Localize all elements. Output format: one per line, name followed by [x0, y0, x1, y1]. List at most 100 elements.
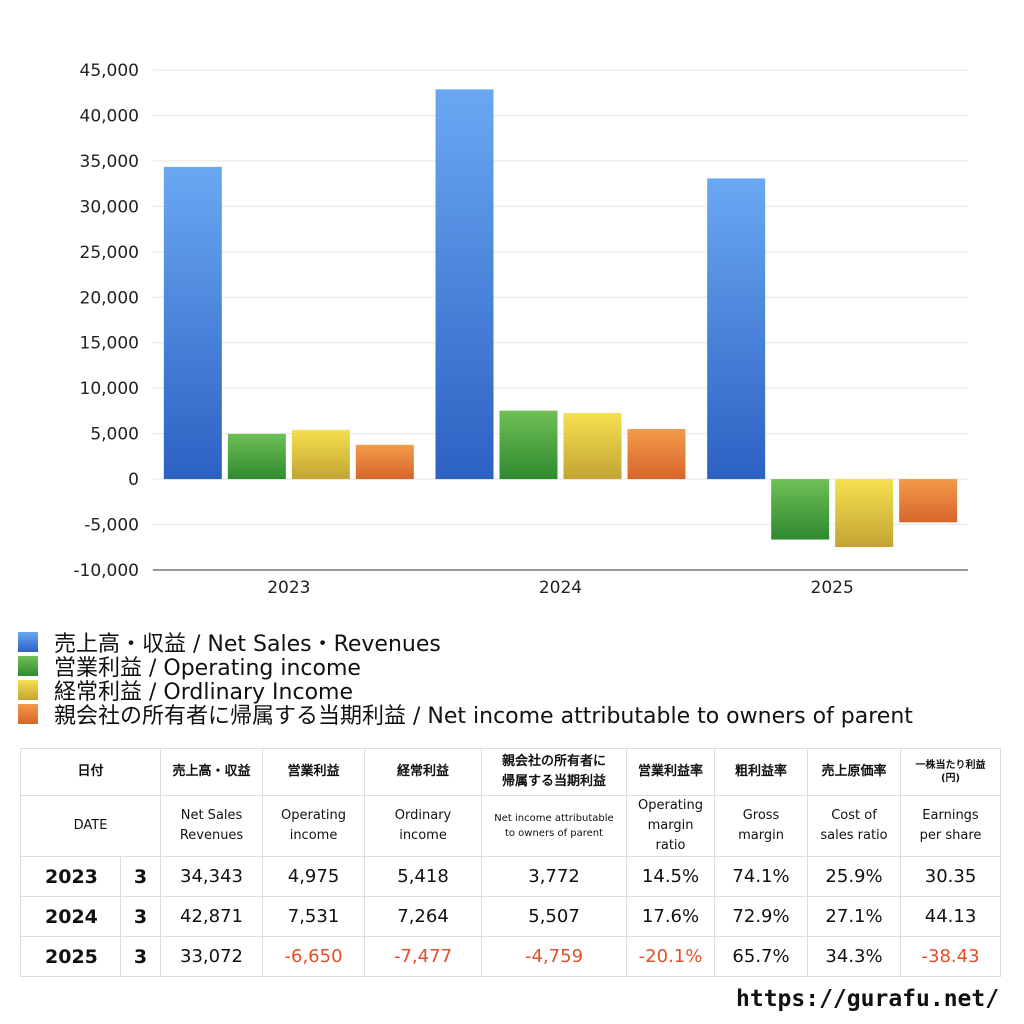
cell-cost-ratio: 34.3% — [808, 937, 901, 977]
header-eps-jp: 一株当たり利益 (円) — [901, 749, 1001, 796]
header-net-income-jp-line2: 帰属する当期利益 — [482, 772, 626, 792]
header-operating-margin-en: Operating margin ratio — [627, 796, 715, 857]
cell-month: 3 — [121, 857, 161, 897]
header-gross-margin-en-line1: Gross — [715, 806, 807, 826]
bars — [164, 89, 957, 547]
y-tick-label: 10,000 — [80, 379, 139, 399]
y-tick-label: -10,000 — [73, 561, 139, 581]
y-tick-label: 15,000 — [80, 334, 139, 354]
bar-2024-series-0 — [436, 89, 494, 479]
cell-net-sales: 34,343 — [161, 857, 263, 897]
financial-table: 日付 売上高・収益 営業利益 経常利益 親会社の所有者に 帰属する当期利益 営業… — [20, 748, 1001, 977]
header-gross-margin-en: Gross margin — [715, 796, 808, 857]
y-tick-label: 5,000 — [90, 425, 139, 445]
bar-2023-series-1 — [228, 434, 286, 479]
header-cost-ratio-en-line2: sales ratio — [808, 826, 900, 846]
cell-net-sales: 33,072 — [161, 937, 263, 977]
cell-gross-margin: 74.1% — [715, 857, 808, 897]
header-cost-ratio-en-line1: Cost of — [808, 806, 900, 826]
cell-cost-ratio: 27.1% — [808, 897, 901, 937]
legend-label-net-income: 親会社の所有者に帰属する当期利益 / Net income attributab… — [54, 698, 913, 730]
y-tick-label: 0 — [128, 470, 139, 490]
cell-month: 3 — [121, 937, 161, 977]
cell-ordinary-income: 5,418 — [365, 857, 482, 897]
cell-gross-margin: 72.9% — [715, 897, 808, 937]
header-cost-ratio-jp: 売上原価率 — [808, 749, 901, 796]
bar-2024-series-3 — [628, 429, 686, 479]
cell-year: 2024 — [21, 897, 121, 937]
header-net-sales-en-line2: Revenues — [161, 826, 262, 846]
legend-item-net-income: 親会社の所有者に帰属する当期利益 / Net income attributab… — [18, 702, 1018, 726]
header-ordinary-income-jp: 経常利益 — [365, 749, 482, 796]
cell-eps: 44.13 — [901, 897, 1001, 937]
bar-2025-series-3 — [899, 479, 957, 522]
cell-operating-margin: -20.1% — [627, 937, 715, 977]
legend-swatch-ordinary-income — [18, 680, 38, 700]
header-net-income-en: Net income attributable to owners of par… — [482, 796, 627, 857]
bar-2024-series-1 — [500, 411, 558, 479]
header-operating-income-jp: 営業利益 — [263, 749, 365, 796]
header-operating-income-en: Operating income — [263, 796, 365, 857]
site-url[interactable]: https://gurafu.net/ — [736, 986, 999, 1012]
header-date-jp: 日付 — [21, 749, 161, 796]
table-header-jp: 日付 売上高・収益 営業利益 経常利益 親会社の所有者に 帰属する当期利益 営業… — [21, 749, 1001, 796]
cell-month: 3 — [121, 897, 161, 937]
cell-net-sales: 42,871 — [161, 897, 263, 937]
bar-2023-series-0 — [164, 167, 222, 479]
cell-operating-income: 4,975 — [263, 857, 365, 897]
bar-2025-series-1 — [771, 479, 829, 539]
cell-year: 2025 — [21, 937, 121, 977]
header-net-sales-jp: 売上高・収益 — [161, 749, 263, 796]
legend-swatch-operating-income — [18, 656, 38, 676]
bar-2025-series-2 — [835, 479, 893, 547]
header-ordinary-income-en: Ordinary income — [365, 796, 482, 857]
table-row: 2024 3 42,871 7,531 7,264 5,507 17.6% 72… — [21, 897, 1001, 937]
cell-net-income: 3,772 — [482, 857, 627, 897]
cell-net-income: 5,507 — [482, 897, 627, 937]
y-tick-label: 35,000 — [80, 152, 139, 172]
y-tick-label: 45,000 — [80, 61, 139, 81]
cell-operating-income: -6,650 — [263, 937, 365, 977]
bar-2023-series-3 — [356, 445, 414, 479]
bar-chart: -10,000 -5,000 0 5,000 10,000 15,000 20,000 25,… — [0, 0, 1024, 610]
y-tick-label: 30,000 — [80, 197, 139, 217]
header-operating-margin-en-line3: ratio — [627, 836, 714, 856]
y-axis-ticks: -10,000 -5,000 0 5,000 10,000 15,000 20,000 25,… — [73, 61, 139, 581]
bar-2024-series-2 — [564, 413, 622, 479]
header-operating-margin-en-line2: margin — [627, 816, 714, 836]
header-net-sales-en-line1: Net Sales — [161, 806, 262, 826]
header-operating-income-en-line2: income — [263, 826, 364, 846]
header-eps-en-line1: Earnings — [901, 806, 1000, 826]
y-tick-label: 40,000 — [80, 106, 139, 126]
cell-net-income: -4,759 — [482, 937, 627, 977]
x-axis: 2023 2024 2025 — [153, 570, 968, 598]
header-gross-margin-en-line2: margin — [715, 826, 807, 846]
header-operating-margin-jp: 営業利益率 — [627, 749, 715, 796]
bar-2023-series-2 — [292, 430, 350, 479]
header-net-income-jp-line1: 親会社の所有者に — [482, 752, 626, 772]
legend: 売上高・収益 / Net Sales・Revenues 営業利益 / Opera… — [18, 630, 1018, 726]
cell-ordinary-income: 7,264 — [365, 897, 482, 937]
header-ordinary-income-en-line2: income — [365, 826, 481, 846]
header-operating-income-en-line1: Operating — [263, 806, 364, 826]
header-net-income-en-line1: Net income attributable — [482, 811, 626, 826]
header-gross-margin-jp: 粗利益率 — [715, 749, 808, 796]
y-tick-label: 20,000 — [80, 288, 139, 308]
bar-2025-series-0 — [707, 178, 765, 479]
y-tick-label: 25,000 — [80, 243, 139, 263]
header-cost-ratio-en: Cost of sales ratio — [808, 796, 901, 857]
y-tick-label: -5,000 — [84, 516, 139, 536]
x-tick-label: 2023 — [267, 578, 310, 598]
header-eps-en-line2: per share — [901, 826, 1000, 846]
x-tick-label: 2024 — [539, 578, 582, 598]
cell-year: 2023 — [21, 857, 121, 897]
cell-operating-income: 7,531 — [263, 897, 365, 937]
cell-eps: -38.43 — [901, 937, 1001, 977]
header-ordinary-income-en-line1: Ordinary — [365, 806, 481, 826]
table-header-en: DATE Net Sales Revenues Operating income… — [21, 796, 1001, 857]
table-row: 2023 3 34,343 4,975 5,418 3,772 14.5% 74… — [21, 857, 1001, 897]
cell-cost-ratio: 25.9% — [808, 857, 901, 897]
header-net-income-en-line2: to owners of parent — [482, 826, 626, 841]
cell-gross-margin: 65.7% — [715, 937, 808, 977]
header-net-sales-en: Net Sales Revenues — [161, 796, 263, 857]
